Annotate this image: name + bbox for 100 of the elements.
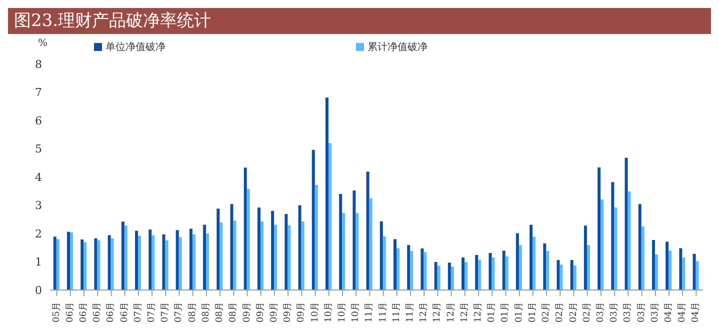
y-axis-title: % [38, 38, 48, 49]
x-tick-label: 07月 [160, 302, 171, 322]
bar [192, 234, 196, 290]
x-tick-label: 10月 [324, 302, 334, 322]
bar [244, 168, 247, 290]
x-tick-label: 12月 [446, 302, 456, 322]
bar [162, 234, 166, 290]
bar [135, 230, 138, 290]
bar [110, 238, 114, 290]
x-tick-label: 01月 [528, 302, 538, 322]
bar [652, 240, 655, 290]
bar [298, 205, 302, 290]
x-tick-label: 06月 [120, 302, 130, 322]
x-tick-label: 08月 [215, 302, 226, 322]
x-tick-label: 06月 [79, 302, 90, 322]
bar [586, 245, 590, 290]
bar [325, 98, 328, 290]
x-tick-label: 09月 [256, 302, 266, 322]
bar [124, 226, 128, 290]
x-tick-label: 12月 [460, 302, 470, 322]
bar [516, 233, 519, 290]
y-tick-label: 6 [35, 114, 42, 128]
bar [246, 188, 250, 290]
bar [206, 234, 210, 290]
x-tick-label: 11月 [364, 302, 375, 322]
bar [505, 256, 508, 290]
bar [518, 245, 522, 290]
bar [233, 220, 236, 290]
x-tick-label: 02月 [568, 302, 579, 322]
bar [424, 252, 427, 290]
bar [600, 199, 604, 290]
bar [274, 224, 278, 290]
bar [67, 232, 70, 290]
bar [301, 221, 304, 290]
bar [257, 208, 260, 290]
bar [556, 260, 560, 290]
x-tick-label: 03月 [596, 302, 606, 322]
bar [80, 239, 84, 290]
x-tick-label: 08月 [188, 302, 198, 322]
y-tick-label: 0 [35, 284, 42, 297]
bar [410, 251, 414, 290]
x-tick-label: 03月 [636, 302, 647, 322]
x-tick-label: 07月 [133, 302, 144, 322]
bar [260, 221, 264, 290]
x-tick-label: 01月 [514, 302, 524, 322]
bar [394, 239, 397, 290]
x-tick-label: 09月 [296, 302, 307, 322]
x-tick-label: 05月 [52, 302, 62, 322]
x-tick-label: 10月 [310, 302, 320, 322]
x-tick-label: 10月 [351, 302, 362, 322]
bar [475, 254, 478, 290]
y-tick-label: 3 [35, 199, 42, 212]
bar [570, 260, 574, 290]
bar [56, 239, 60, 290]
x-tick-label: 11月 [378, 302, 388, 322]
bar [584, 226, 587, 290]
bar [532, 236, 536, 290]
legend-label: 单位净值破净 [106, 42, 166, 53]
bar [450, 266, 454, 290]
bar [492, 258, 495, 290]
bar [94, 238, 98, 290]
x-tick-label: 04月 [678, 302, 688, 322]
bar [560, 264, 563, 290]
bar [638, 204, 642, 290]
x-tick-label: 02月 [542, 302, 552, 322]
x-tick-label: 10月 [337, 302, 348, 322]
bar [692, 254, 696, 290]
x-tick-label: 03月 [610, 302, 620, 322]
bar [668, 250, 672, 290]
bar [666, 242, 669, 290]
bar [203, 224, 206, 290]
x-tick-label: 09月 [269, 302, 280, 322]
bar [611, 182, 614, 290]
x-tick-label: 04月 [691, 302, 702, 322]
x-tick-label: 11月 [406, 302, 416, 322]
x-tick-label: 12月 [432, 302, 443, 322]
x-tick-label: 12月 [474, 302, 484, 322]
bar [488, 252, 492, 290]
bar [178, 237, 182, 290]
bar [696, 261, 699, 290]
bar [573, 265, 576, 290]
bar [230, 204, 234, 290]
bar [220, 222, 223, 290]
bar [70, 232, 74, 290]
bar [356, 213, 359, 290]
bar [366, 172, 370, 290]
y-tick-label: 1 [35, 256, 42, 269]
bar [165, 240, 168, 290]
bar [328, 143, 332, 290]
x-tick-label: 11月 [392, 302, 402, 322]
x-tick-label: 12月 [419, 302, 430, 322]
x-tick-label: 02月 [555, 302, 566, 322]
bar [339, 194, 342, 290]
bar [176, 230, 179, 290]
x-tick-label: 07月 [174, 302, 184, 322]
bar [546, 251, 550, 290]
x-tick-label: 02月 [582, 302, 592, 322]
x-tick-label: 07月 [147, 302, 158, 322]
bar [121, 222, 124, 290]
bar [434, 262, 438, 290]
